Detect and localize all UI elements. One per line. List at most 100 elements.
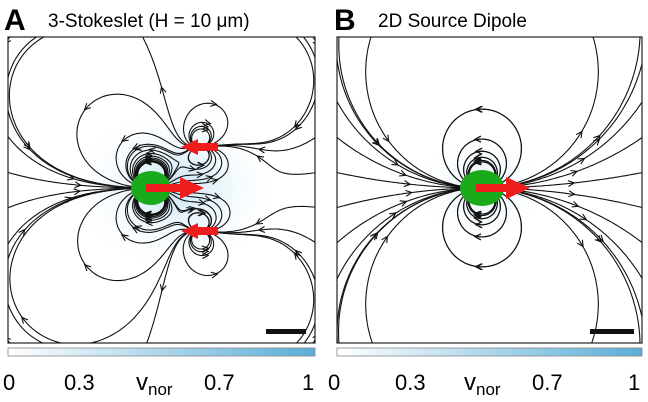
panel-a-streamline xyxy=(189,231,212,253)
panel-a-flow-arrowhead xyxy=(67,173,75,181)
panel-a-flow-arrowhead xyxy=(205,175,214,182)
panel-a-flow-arrowhead xyxy=(144,152,153,160)
panel-a-flow-arrowhead xyxy=(202,252,210,260)
panel-b-flow-arrowhead xyxy=(399,170,408,177)
panel-b-streamline xyxy=(463,188,501,226)
panel-a-flow-arrowhead xyxy=(203,119,212,127)
panel-b-streamline xyxy=(442,108,522,189)
panel-b-title: 2D Source Dipole xyxy=(378,11,527,32)
panel-b-colorbar: 0 0.3 0.7 1 vnor xyxy=(328,347,643,399)
panel-a-streamline xyxy=(191,232,211,250)
panel-b-scale-bar xyxy=(590,329,634,334)
panel-a-tick-1: 0.3 xyxy=(64,370,95,395)
panel-b-flow-arrowhead xyxy=(372,138,380,147)
panel-a-flow-arrowhead xyxy=(196,161,205,169)
panel-a-streamline xyxy=(204,205,315,233)
panel-a-streamline xyxy=(8,171,146,189)
panel-a-streamline xyxy=(182,230,229,277)
panel-b-frame xyxy=(336,36,643,344)
panel-a-upper-arrow xyxy=(181,139,218,155)
panel-a-streamline xyxy=(188,121,215,147)
panel-b-streamline xyxy=(337,187,479,244)
panel-a: A 3-Stokeslet (H = 10 μm) xyxy=(3,4,316,399)
panel-a-letter: A xyxy=(4,4,26,37)
panel-a-streamline xyxy=(125,143,196,189)
panel-b-letter: B xyxy=(334,4,356,37)
panel-b-flow-arrowhead xyxy=(575,130,583,139)
panel-b-tick-1: 0.3 xyxy=(395,370,426,395)
panel-b-flow-arrowhead xyxy=(474,221,483,229)
panel-b-flow-arrowhead xyxy=(577,239,584,248)
panel-a-streamline xyxy=(146,230,195,343)
panel-b-flow-arrowhead xyxy=(475,105,483,113)
panel-b-plot xyxy=(336,36,643,344)
panel-a-streamline xyxy=(126,145,196,188)
panel-a-flow-arrowhead xyxy=(148,147,157,154)
panel-a-tick-0: 0 xyxy=(3,370,15,395)
panel-a-colorbar: 0 0.3 0.7 1 vnor xyxy=(3,347,316,399)
panel-a-flow-arrowhead xyxy=(294,122,303,131)
panel-a-flow-arrowhead xyxy=(197,209,206,217)
panel-a-streamline xyxy=(205,145,315,175)
panel-a-streamline xyxy=(188,231,215,257)
panel-a-flow-arrowhead xyxy=(201,245,210,253)
panel-a-flow-arrowhead xyxy=(196,171,204,179)
panel-a-streamline xyxy=(115,132,196,189)
panel-b-streamline xyxy=(456,188,508,238)
panel-a-flow-arrowhead xyxy=(159,284,167,292)
panel-a-streamline xyxy=(203,37,315,148)
panel-a-flow-arrowhead xyxy=(21,316,29,324)
panel-a-flow-arrowhead xyxy=(144,214,153,222)
panel-a-streamline xyxy=(182,102,229,148)
panel-b-flow-arrowhead xyxy=(473,233,482,241)
panel-a-flow-arrowhead xyxy=(83,263,92,272)
panel-b: B 2D Source Dipole 0 0.3 0.7 1 vnor xyxy=(328,4,643,399)
panel-b-flow-arrowhead xyxy=(405,189,413,197)
panel-b-flow-arrowhead xyxy=(568,190,576,198)
panel-a-scale-bar xyxy=(266,329,306,334)
panel-b-flow-arrowhead xyxy=(473,135,482,143)
panel-a-flow-arrowhead xyxy=(188,164,197,172)
panel-a-streamline xyxy=(126,188,196,231)
panel-b-flow-arrowhead xyxy=(567,180,576,187)
panel-a-flow-arrowhead xyxy=(73,188,82,196)
panel-a-flow-arrowhead xyxy=(212,192,221,200)
panel-a-flow-arrowhead xyxy=(145,219,153,227)
panel-b-flow-arrowhead xyxy=(381,235,389,244)
panel-a-streamline xyxy=(124,187,196,233)
panel-a-streamline xyxy=(9,187,195,343)
panel-a-streamline xyxy=(205,228,315,243)
panel-a-flow-arrowhead xyxy=(256,155,265,163)
panel-a-streamline xyxy=(203,230,315,343)
panel-a-title: 3-Stokeslet (H = 10 μm) xyxy=(48,11,250,32)
panel-b-streamline xyxy=(337,187,479,209)
panel-b-flow-arrowhead xyxy=(372,138,381,146)
panel-b-streamline xyxy=(337,51,478,189)
panel-b-streamline xyxy=(486,187,599,343)
panel-b-colorbar-label: vnor xyxy=(464,369,501,399)
panel-b-streamline xyxy=(337,187,477,343)
panel-a-flow-arrowhead xyxy=(120,234,129,242)
panel-b-flow-arrowhead xyxy=(594,235,602,243)
panel-b-streamline xyxy=(487,61,642,189)
panel-a-streamline xyxy=(77,187,196,282)
panel-b-flow-arrowhead xyxy=(570,169,579,177)
panel-b-arrow xyxy=(476,177,530,199)
panel-b-streamline xyxy=(486,37,599,189)
panel-b-flow-arrowhead xyxy=(382,134,390,143)
panel-a-flow-arrowhead xyxy=(131,227,140,234)
panel-a-flow-arrowhead xyxy=(257,226,266,234)
panel-a-colorbar-label: vnor xyxy=(136,369,173,399)
panel-b-streamline xyxy=(463,150,501,188)
panel-a-streamline xyxy=(8,187,147,343)
panel-a-streamline xyxy=(76,93,196,189)
panel-b-flow-arrowhead xyxy=(474,212,482,219)
panel-a-flow-arrowhead xyxy=(159,86,167,94)
panel-a-tick-2: 0.7 xyxy=(204,370,235,395)
panel-b-streamline xyxy=(365,187,478,343)
panel-a-colorbar-bar xyxy=(7,347,316,357)
panel-a-flow-arrowhead xyxy=(83,103,92,111)
panel-b-streamline xyxy=(337,100,479,189)
panel-a-streamline xyxy=(8,37,146,189)
panel-a-streamline xyxy=(191,128,211,146)
